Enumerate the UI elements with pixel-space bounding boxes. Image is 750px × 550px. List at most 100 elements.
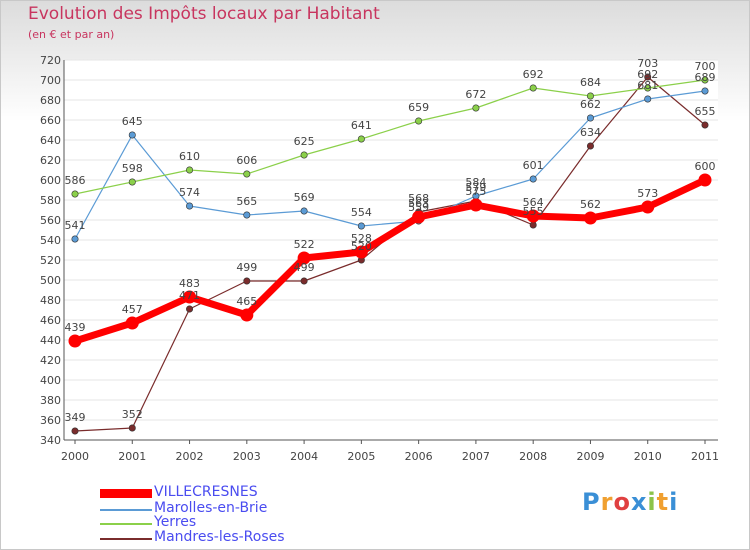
x-tick-label-2010: 2010 bbox=[634, 450, 662, 463]
data-point-yerres-2004 bbox=[300, 151, 308, 159]
data-point-marolles-en-brie-2000 bbox=[71, 235, 79, 243]
data-point-yerres-2006 bbox=[415, 117, 423, 125]
data-point-marolles-en-brie-2001 bbox=[128, 131, 136, 139]
y-tick-label-360: 360 bbox=[40, 414, 61, 427]
data-label-mandres-les-roses-2001: 352 bbox=[122, 408, 143, 421]
data-label-villecresnes-2003: 465 bbox=[236, 295, 257, 308]
data-label-villecresnes-2008: 564 bbox=[523, 196, 544, 209]
data-point-villecresnes-2011 bbox=[698, 173, 712, 187]
data-point-villecresnes-2003 bbox=[240, 308, 254, 322]
y-tick-label-600: 600 bbox=[40, 174, 61, 187]
chart-subtitle: (en € et par an) bbox=[28, 28, 115, 41]
data-label-villecresnes-2002: 483 bbox=[179, 277, 200, 290]
data-label-mandres-les-roses-2008: 555 bbox=[523, 205, 544, 218]
data-point-marolles-en-brie-2003 bbox=[243, 211, 251, 219]
data-label-mandres-les-roses-2007: 579 bbox=[465, 181, 486, 194]
series-line-marolles-en-brie bbox=[74, 90, 706, 240]
legend-swatch-marolles bbox=[100, 509, 152, 511]
legend-label-mandres: Mandres-les-Roses bbox=[154, 529, 285, 545]
y-tick-label-560: 560 bbox=[40, 214, 61, 227]
data-point-mandres-les-roses-2001 bbox=[128, 424, 136, 432]
data-label-villecresnes-2009: 562 bbox=[580, 198, 601, 211]
x-tick-label-2001: 2001 bbox=[118, 450, 146, 463]
data-label-mandres-les-roses-2010: 703 bbox=[637, 57, 658, 70]
y-tick-label-540: 540 bbox=[40, 234, 61, 247]
y-tick-label-420: 420 bbox=[40, 354, 61, 367]
data-point-yerres-2002 bbox=[186, 166, 194, 174]
data-label-mandres-les-roses-2003: 499 bbox=[236, 261, 257, 274]
data-label-marolles-en-brie-2009: 662 bbox=[580, 98, 601, 111]
data-point-yerres-2003 bbox=[243, 170, 251, 178]
y-tick-label-620: 620 bbox=[40, 154, 61, 167]
y-tick-label-480: 480 bbox=[40, 294, 61, 307]
x-tick-label-2008: 2008 bbox=[519, 450, 547, 463]
data-point-marolles-en-brie-2011 bbox=[701, 87, 709, 95]
data-label-villecresnes-2004: 522 bbox=[294, 238, 315, 251]
y-tick-label-380: 380 bbox=[40, 394, 61, 407]
x-tick-label-2005: 2005 bbox=[347, 450, 375, 463]
data-label-marolles-en-brie-2011: 689 bbox=[695, 71, 716, 84]
series-line-villecresnes bbox=[73, 176, 707, 345]
data-point-mandres-les-roses-2010 bbox=[644, 73, 652, 81]
y-tick-label-720: 720 bbox=[40, 54, 61, 67]
data-point-villecresnes-2002 bbox=[183, 290, 197, 304]
data-label-yerres-2000: 586 bbox=[65, 174, 86, 187]
data-label-villecresnes-2000: 439 bbox=[65, 321, 86, 334]
data-point-yerres-2009 bbox=[586, 92, 594, 100]
data-point-mandres-les-roses-2003 bbox=[243, 277, 251, 285]
data-label-yerres-2002: 610 bbox=[179, 150, 200, 163]
data-point-marolles-en-brie-2008 bbox=[529, 175, 537, 183]
data-label-mandres-les-roses-2002: 471 bbox=[179, 289, 200, 302]
data-label-marolles-en-brie-2002: 574 bbox=[179, 186, 200, 199]
data-point-marolles-en-brie-2010 bbox=[644, 95, 652, 103]
data-label-marolles-en-brie-2008: 601 bbox=[523, 159, 544, 172]
data-point-mandres-les-roses-2004 bbox=[300, 277, 308, 285]
data-label-mandres-les-roses-2004: 499 bbox=[294, 261, 315, 274]
data-label-mandres-les-roses-2005: 520 bbox=[351, 240, 372, 253]
data-point-yerres-2000 bbox=[71, 190, 79, 198]
data-label-marolles-en-brie-2006: 559 bbox=[408, 201, 429, 214]
data-label-yerres-2004: 625 bbox=[294, 135, 315, 148]
data-point-villecresnes-2008 bbox=[526, 209, 540, 223]
data-point-yerres-2001 bbox=[128, 178, 136, 186]
data-point-villecresnes-2010 bbox=[641, 200, 655, 214]
data-label-yerres-2001: 598 bbox=[122, 162, 143, 175]
y-tick-label-680: 680 bbox=[40, 94, 61, 107]
y-tick-label-500: 500 bbox=[40, 274, 61, 287]
data-point-marolles-en-brie-2002 bbox=[186, 202, 194, 210]
data-label-yerres-2007: 672 bbox=[465, 88, 486, 101]
y-tick-label-660: 660 bbox=[40, 114, 61, 127]
chart-title: Evolution des Impôts locaux par Habitant bbox=[28, 4, 380, 24]
data-label-villecresnes-2005: 528 bbox=[351, 232, 372, 245]
data-label-yerres-2010: 692 bbox=[637, 68, 658, 81]
data-point-marolles-en-brie-2005 bbox=[357, 222, 365, 230]
y-tick-label-640: 640 bbox=[40, 134, 61, 147]
data-label-villecresnes-2011: 600 bbox=[695, 160, 716, 173]
x-tick-label-2007: 2007 bbox=[462, 450, 490, 463]
data-label-yerres-2003: 606 bbox=[236, 154, 257, 167]
data-point-marolles-en-brie-2009 bbox=[586, 114, 594, 122]
x-tick-label-2002: 2002 bbox=[176, 450, 204, 463]
x-tick-label-2000: 2000 bbox=[61, 450, 89, 463]
data-point-villecresnes-2000 bbox=[68, 334, 82, 348]
data-label-mandres-les-roses-2009: 634 bbox=[580, 126, 601, 139]
x-tick-label-2006: 2006 bbox=[405, 450, 433, 463]
legend-swatch-villecresnes bbox=[100, 489, 152, 498]
data-label-mandres-les-roses-2000: 349 bbox=[65, 411, 86, 424]
data-point-villecresnes-2006 bbox=[412, 210, 426, 224]
legend-swatch-mandres bbox=[100, 538, 152, 540]
data-point-yerres-2010 bbox=[644, 84, 652, 92]
legend-label-yerres: Yerres bbox=[154, 514, 197, 530]
y-tick-label-700: 700 bbox=[40, 74, 61, 87]
data-point-yerres-2008 bbox=[529, 84, 537, 92]
data-point-yerres-2007 bbox=[472, 104, 480, 112]
y-tick-label-440: 440 bbox=[40, 334, 61, 347]
data-label-marolles-en-brie-2000: 541 bbox=[65, 219, 86, 232]
data-label-villecresnes-2006: 563 bbox=[408, 197, 429, 210]
y-tick-label-580: 580 bbox=[40, 194, 61, 207]
data-point-yerres-2011 bbox=[701, 76, 709, 84]
data-label-marolles-en-brie-2007: 584 bbox=[465, 176, 486, 189]
data-label-yerres-2011: 700 bbox=[695, 60, 716, 73]
data-point-mandres-les-roses-2002 bbox=[186, 305, 194, 313]
